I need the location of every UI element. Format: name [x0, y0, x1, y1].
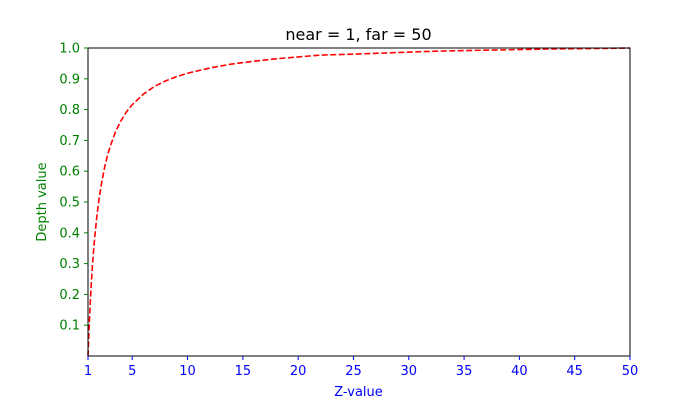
x-tick-label: 20 — [290, 364, 307, 379]
x-tick-label: 5 — [128, 364, 136, 379]
x-tick-label: 45 — [566, 364, 583, 379]
y-tick-label: 0.2 — [59, 288, 80, 303]
plot-frame — [87, 47, 631, 357]
x-tick-label: 1 — [84, 364, 92, 379]
chart-title: near = 1, far = 50 — [285, 25, 431, 44]
y-tick-label: 0.7 — [59, 134, 80, 149]
x-tick-label: 30 — [401, 364, 418, 379]
x-tick-label: 35 — [456, 364, 473, 379]
y-tick-label: 0.5 — [59, 196, 80, 211]
y-tick-label: 0.3 — [59, 257, 80, 272]
y-tick-label: 0.6 — [59, 165, 80, 180]
x-tick-label: 40 — [511, 364, 528, 379]
plot-area — [87, 47, 631, 357]
y-tick-label: 0.9 — [59, 72, 80, 87]
series-line-0 — [87, 47, 631, 357]
y-tick-label: 0.8 — [59, 103, 80, 118]
x-tick-label: 10 — [179, 364, 196, 379]
x-tick-label: 50 — [622, 364, 639, 379]
y-tick-label: 1.0 — [59, 42, 80, 57]
y-tick-label: 0.1 — [59, 319, 80, 334]
x-axis-label: Z-value — [334, 385, 383, 400]
y-axis-ticks: 0.1 0.2 0.3 0.4 0.5 0.6 0.7 0.8 0.9 1.0 — [59, 42, 88, 334]
x-tick-label: 15 — [235, 364, 252, 379]
x-tick-label: 25 — [345, 364, 362, 379]
y-axis-label: Depth value — [35, 162, 50, 241]
y-tick-label: 0.4 — [59, 226, 80, 241]
x-axis-ticks: 1 5 10 15 20 25 30 35 40 45 50 — [84, 356, 638, 379]
